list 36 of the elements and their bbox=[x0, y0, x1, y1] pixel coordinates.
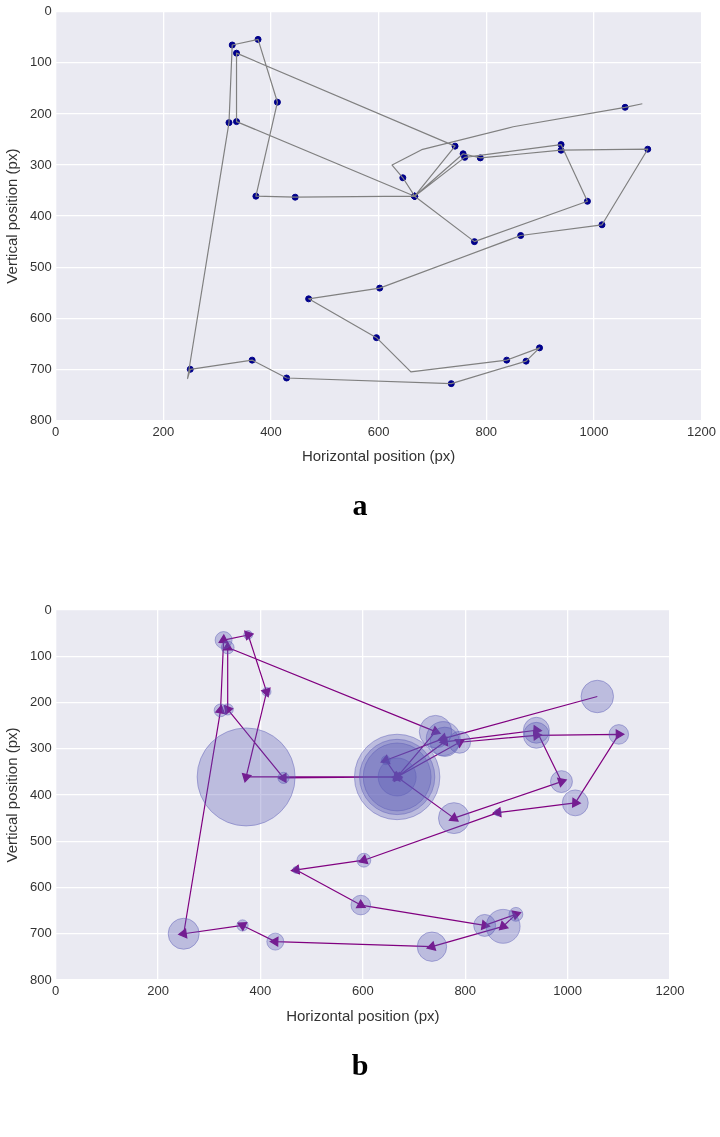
x-tick-label: 1200 bbox=[655, 983, 685, 999]
y-tick-label: 200 bbox=[29, 694, 52, 710]
y-tick-label: 800 bbox=[29, 971, 52, 987]
y-tick-label: 300 bbox=[29, 740, 52, 756]
x-tick-label: 1000 bbox=[553, 983, 583, 999]
y-axis-title: Vertical position (px) bbox=[3, 727, 21, 863]
text: b bbox=[350, 1047, 370, 1083]
y-tick-label: 700 bbox=[29, 360, 52, 376]
y-tick-label: 300 bbox=[29, 156, 52, 172]
y-tick-label: 700 bbox=[29, 925, 52, 941]
x-tick-label: 1200 bbox=[687, 423, 716, 439]
y-tick-label: 800 bbox=[29, 411, 52, 427]
y-axis-title: Vertical position (px) bbox=[3, 148, 21, 284]
y-tick-label: 500 bbox=[29, 258, 52, 274]
x-tick-label: 600 bbox=[367, 423, 390, 439]
y-tick-label: 100 bbox=[29, 54, 52, 70]
y-tick-label: 400 bbox=[29, 786, 52, 802]
x-axis-title: Horizontal position (px) bbox=[286, 1006, 440, 1024]
y-tick-label: 400 bbox=[29, 207, 52, 223]
y-tick-label: 0 bbox=[44, 601, 52, 617]
x-tick-label: 600 bbox=[351, 983, 374, 999]
y-tick-label: 600 bbox=[29, 879, 52, 895]
y-tick-label: 0 bbox=[44, 3, 52, 19]
x-tick-label: 400 bbox=[249, 983, 272, 999]
x-tick-label: 800 bbox=[454, 983, 477, 999]
x-axis-title: Horizontal position (px) bbox=[301, 447, 456, 465]
x-tick-label: 200 bbox=[152, 423, 175, 439]
x-tick-label: 1000 bbox=[579, 423, 609, 439]
x-tick-label: 400 bbox=[260, 423, 282, 439]
y-tick-label: 200 bbox=[29, 105, 52, 121]
y-tick-label: 100 bbox=[29, 647, 52, 663]
x-tick-label: 200 bbox=[147, 983, 169, 999]
y-tick-label: 600 bbox=[29, 309, 52, 325]
text: a bbox=[351, 487, 369, 523]
y-tick-label: 500 bbox=[29, 832, 52, 848]
x-tick-label: 800 bbox=[475, 423, 498, 439]
